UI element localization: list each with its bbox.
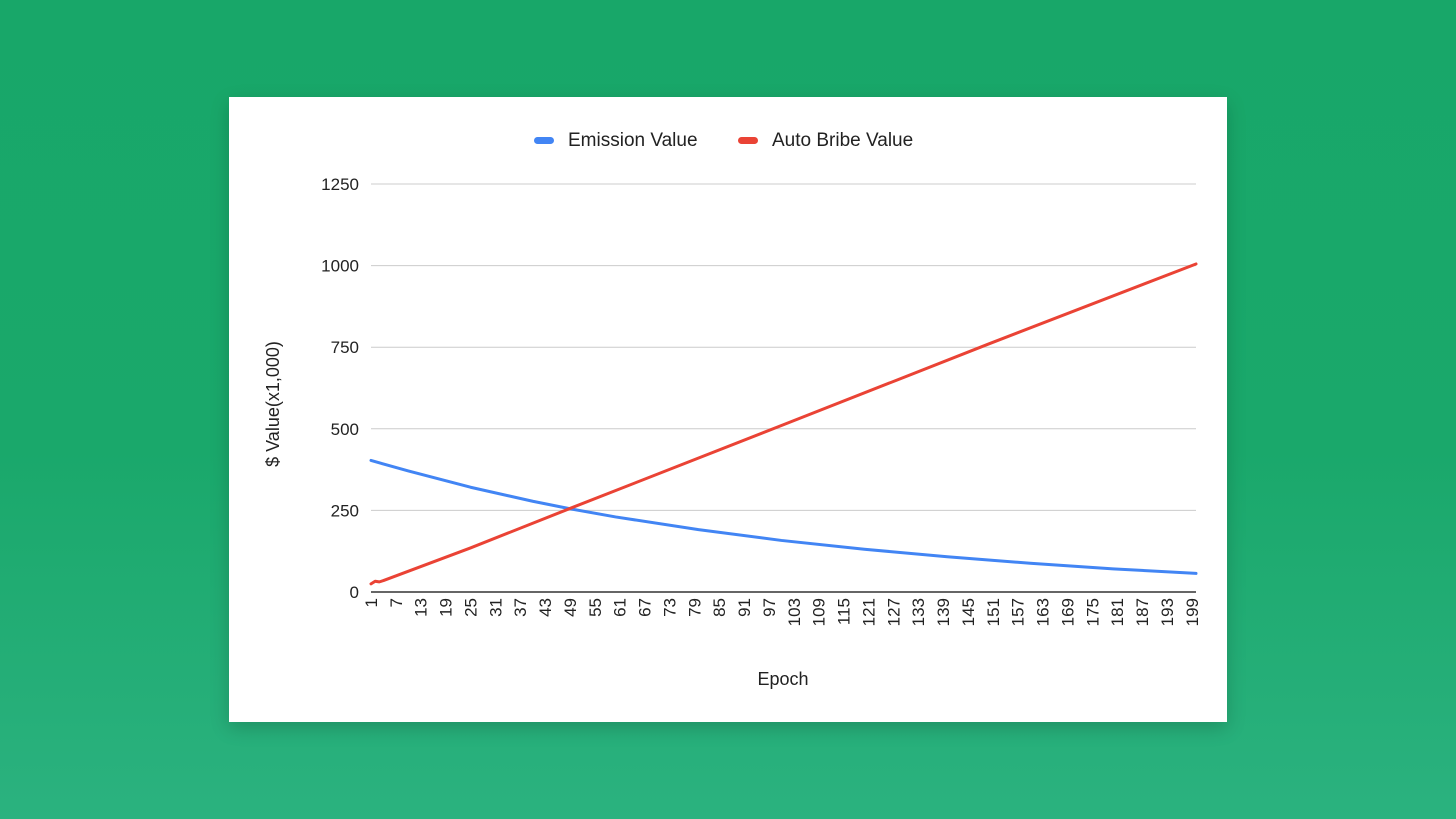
x-tick-label: 7 [387,598,406,607]
x-tick-label: 193 [1158,598,1177,626]
y-tick-label: 250 [331,501,359,520]
legend: Emission Value Auto Bribe Value [534,130,913,151]
x-tick-label: 109 [810,598,829,626]
series-lines [369,262,1198,586]
gridlines [371,183,1196,593]
x-tick-label: 37 [511,598,530,617]
x-tick-label: 175 [1083,598,1102,626]
legend-label: Emission Value [568,130,698,151]
y-tick-label: 500 [331,420,359,439]
x-tick-label: 139 [934,598,953,626]
x-tick-label: 121 [859,598,878,626]
x-tick-label: 97 [760,598,779,617]
x-tick-label: 49 [561,598,580,617]
x-tick-label: 115 [835,598,854,625]
x-tick-label: 67 [636,598,655,617]
x-tick-label: 91 [735,598,754,617]
x-tick-label: 133 [909,598,928,626]
y-tick-label: 0 [350,583,359,602]
x-tick-label: 1 [362,598,381,607]
chart-svg: Emission Value Auto Bribe Value 025050075… [263,130,1202,689]
legend-swatch [534,137,554,144]
y-axis-title: $ Value(x1,000) [263,341,283,467]
y-tick-label: 1000 [321,257,359,276]
x-tick-label: 79 [685,598,704,617]
x-axis-title: Epoch [757,669,808,689]
x-tick-label: 181 [1108,598,1127,626]
x-tick-label: 145 [959,598,978,626]
x-tick-label: 157 [1009,598,1028,626]
y-tick-label: 750 [331,338,359,357]
x-tick-label: 61 [611,598,630,617]
x-tick-label: 199 [1183,598,1202,626]
legend-label: Auto Bribe Value [772,130,913,151]
x-tick-label: 103 [785,598,804,626]
x-tick-label: 73 [660,598,679,617]
x-tick-label: 13 [412,598,431,617]
series-line-emission-value [369,458,1198,575]
x-tick-label: 163 [1034,598,1053,626]
x-tick-label: 85 [710,598,729,617]
x-tick-label: 19 [437,598,456,617]
x-tick-label: 151 [984,598,1003,626]
x-tick-label: 25 [461,598,480,617]
x-axis-ticks: 1 7 13 19 25 31 37 43 49 55 61 67 73 79 85 91 97 103 109 11… [362,598,1202,626]
x-tick-label: 43 [536,598,555,617]
series-line-auto-bribe-value [369,262,1198,586]
legend-swatch [738,137,758,144]
y-axis-ticks: 0 250 500 750 1000 1250 [321,175,359,602]
y-tick-label: 1250 [321,175,359,194]
x-tick-label: 169 [1058,598,1077,626]
x-tick-label: 55 [586,598,605,617]
x-tick-label: 187 [1133,598,1152,626]
chart-card: Emission Value Auto Bribe Value 0 250 500 75… [229,97,1227,722]
x-tick-label: 127 [884,598,903,626]
x-tick-label: 31 [486,598,505,617]
